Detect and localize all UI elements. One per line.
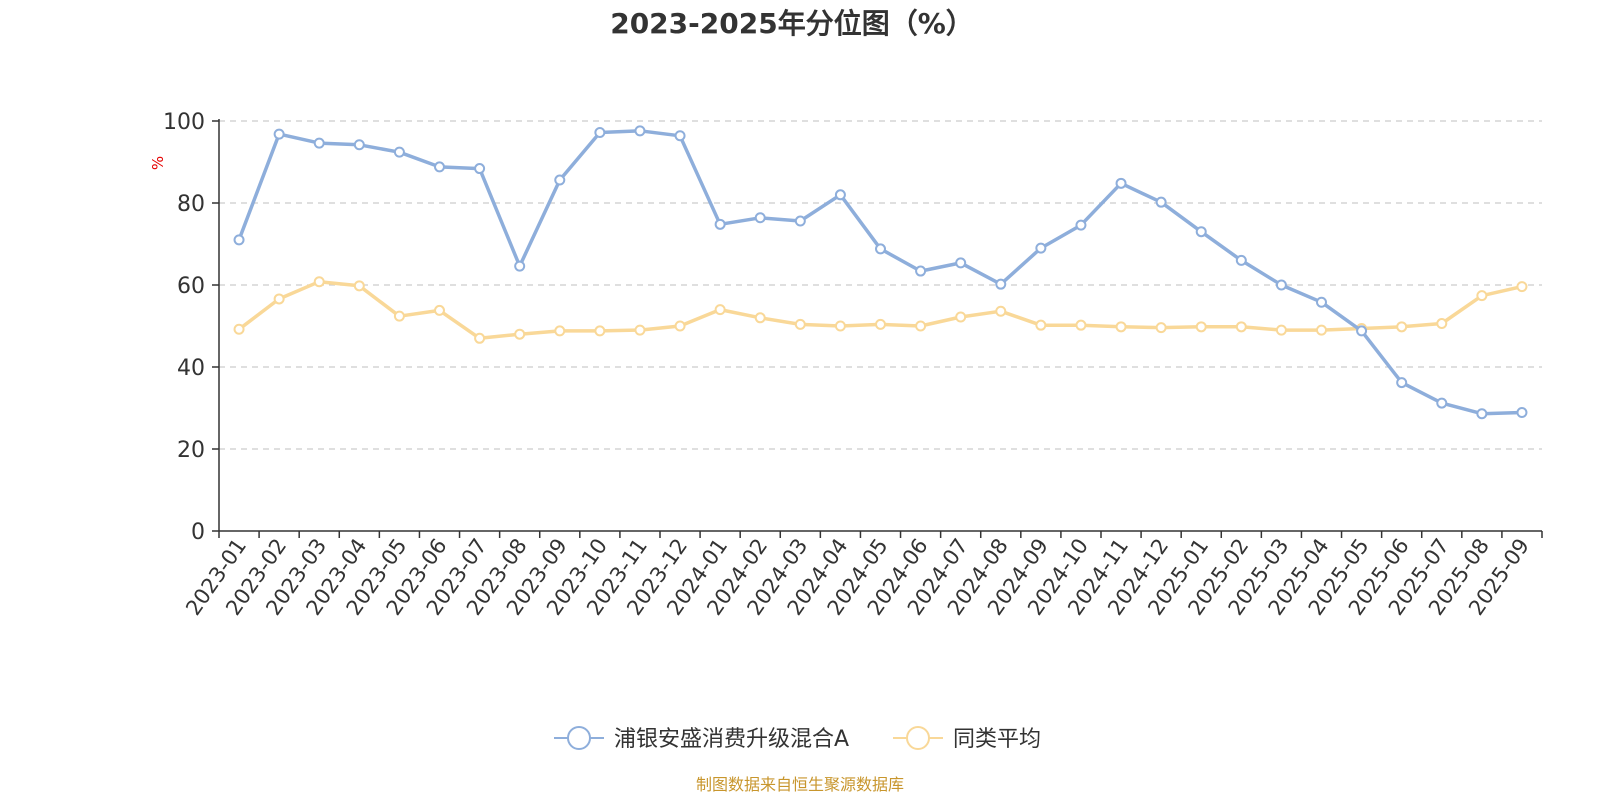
data-point <box>915 265 927 277</box>
data-point <box>273 128 285 140</box>
chart-title: 2023-2025年分位图（%） <box>610 7 974 40</box>
data-point <box>1115 177 1127 189</box>
data-point <box>514 328 526 340</box>
data-point <box>434 304 445 316</box>
legend-item[interactable]: 浦银安盛消费升级混合A <box>554 726 849 752</box>
data-point <box>474 163 486 175</box>
y-tick-label: 100 <box>163 110 205 135</box>
axes <box>218 119 1542 532</box>
data-point <box>674 320 686 332</box>
data-point <box>875 318 886 330</box>
y-tick-label: 20 <box>177 438 205 463</box>
y-tick-label: 60 <box>177 274 205 299</box>
legend-item[interactable]: 同类平均 <box>893 726 1041 752</box>
source-note: 制图数据来自恒生聚源数据库 <box>696 775 904 794</box>
data-point <box>674 130 686 142</box>
data-point <box>1155 322 1167 334</box>
data-point <box>1275 324 1287 336</box>
data-point <box>474 332 486 344</box>
data-point <box>754 212 766 224</box>
data-point <box>313 276 325 288</box>
data-point <box>1316 296 1327 308</box>
data-point <box>955 257 967 269</box>
data-point <box>714 218 726 230</box>
data-point <box>1356 325 1368 337</box>
data-point <box>1075 319 1087 331</box>
data-point <box>554 325 566 337</box>
data-point <box>393 146 405 158</box>
grid-lines <box>219 120 1542 450</box>
data-point <box>1075 219 1087 231</box>
data-point <box>754 312 766 324</box>
data-point <box>834 189 846 201</box>
data-point <box>353 280 365 292</box>
y-axis-ticks: 0 20 40 60 80 100 <box>163 110 219 545</box>
data-point <box>955 311 967 323</box>
data-point <box>714 304 726 316</box>
legend-label: 同类平均 <box>953 727 1041 752</box>
data-point <box>594 325 606 337</box>
data-point <box>834 320 846 332</box>
data-point <box>1195 321 1207 333</box>
y-axis-unit: % <box>149 156 167 170</box>
data-point <box>1035 319 1047 331</box>
data-point <box>434 161 445 173</box>
data-point <box>1396 377 1408 389</box>
data-point <box>1155 196 1167 208</box>
data-point <box>514 260 526 272</box>
data-point <box>1516 281 1528 293</box>
data-point <box>1476 408 1488 420</box>
data-point <box>1476 290 1488 302</box>
y-tick-label: 40 <box>177 356 205 381</box>
y-tick-label: 0 <box>191 520 205 545</box>
legend-label: 浦银安盛消费升级混合A <box>614 727 849 752</box>
legend-marker <box>567 726 591 750</box>
data-point <box>233 323 245 335</box>
data-point <box>353 139 365 151</box>
data-point <box>995 305 1007 317</box>
y-tick-label: 80 <box>177 192 205 217</box>
data-point <box>1275 279 1287 291</box>
data-point <box>634 125 646 137</box>
series-group <box>233 125 1528 420</box>
series-line <box>237 129 1523 416</box>
data-point <box>794 215 806 227</box>
data-point <box>554 174 566 186</box>
data-point <box>1235 254 1247 266</box>
data-point <box>1316 324 1327 336</box>
data-point <box>393 310 405 322</box>
data-point <box>1396 321 1408 333</box>
data-point <box>1115 321 1127 333</box>
data-point <box>1035 242 1047 254</box>
data-point <box>634 324 646 336</box>
data-point <box>233 234 245 246</box>
data-point <box>1516 407 1528 419</box>
data-point <box>273 293 285 305</box>
data-point <box>1436 318 1448 330</box>
data-point <box>915 320 927 332</box>
data-point <box>794 318 806 330</box>
data-point <box>1235 321 1247 333</box>
data-point <box>995 278 1007 290</box>
data-point <box>875 243 886 255</box>
data-point <box>1195 226 1207 238</box>
legend-marker <box>906 726 930 750</box>
legend[interactable]: 浦银安盛消费升级混合A 同类平均 <box>554 726 1041 752</box>
data-point <box>594 126 606 138</box>
data-point <box>313 137 325 149</box>
x-axis-ticks: 2023-012023-022023-032023-042023-052023-… <box>181 531 1543 620</box>
data-point <box>1436 397 1448 409</box>
